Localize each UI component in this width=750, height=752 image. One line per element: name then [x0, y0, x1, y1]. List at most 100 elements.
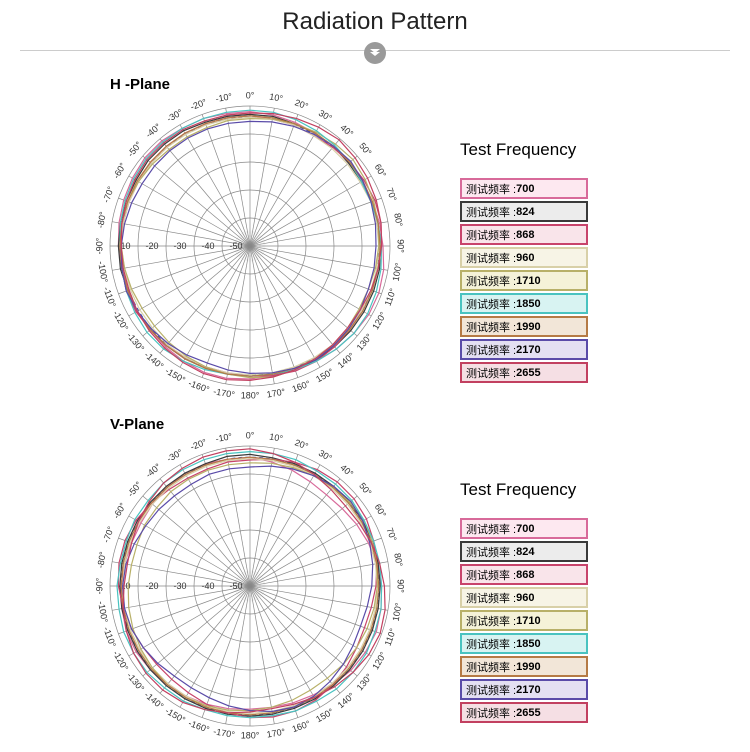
legend-item-prefix: 测试频率 : — [466, 296, 516, 312]
svg-text:30°: 30° — [317, 108, 334, 124]
svg-text:-150°: -150° — [163, 706, 187, 726]
svg-text:-110°: -110° — [101, 286, 118, 309]
svg-text:-30°: -30° — [165, 107, 185, 124]
svg-text:0°: 0° — [246, 90, 255, 100]
svg-text:130°: 130° — [355, 671, 375, 692]
legend-item-prefix: 测试频率 : — [466, 250, 516, 266]
svg-text:-90°: -90° — [94, 577, 104, 594]
legend-item-value: 700 — [516, 523, 534, 535]
legend-item: 测试频率 : 2170 — [460, 679, 588, 700]
svg-text:-50: -50 — [229, 241, 242, 251]
svg-text:90°: 90° — [396, 239, 406, 253]
svg-text:20°: 20° — [293, 97, 310, 111]
polar-chart: 0°10°20°30°40°50°60°70°80°90°100°110°120… — [90, 80, 410, 412]
svg-text:160°: 160° — [291, 718, 312, 734]
legend-item: 测试频率 : 700 — [460, 518, 588, 539]
legend-item-prefix: 测试频率 : — [466, 181, 516, 197]
svg-text:-60°: -60° — [111, 501, 128, 521]
legend-item-prefix: 测试频率 : — [466, 521, 516, 537]
svg-text:-20: -20 — [145, 581, 158, 591]
svg-text:-160°: -160° — [187, 378, 211, 395]
svg-text:-40°: -40° — [144, 461, 163, 480]
legend-item-value: 868 — [516, 569, 534, 581]
legend-item-prefix: 测试频率 : — [466, 227, 516, 243]
svg-text:170°: 170° — [266, 386, 286, 399]
legend-item: 测试频率 : 2170 — [460, 339, 588, 360]
svg-text:110°: 110° — [383, 627, 399, 648]
svg-text:-30: -30 — [173, 581, 186, 591]
legend-item-value: 2170 — [516, 344, 540, 356]
svg-text:60°: 60° — [373, 502, 389, 519]
svg-text:-80°: -80° — [95, 550, 108, 568]
svg-text:10°: 10° — [269, 432, 285, 444]
svg-text:-40°: -40° — [144, 121, 163, 140]
legend-item-value: 700 — [516, 183, 534, 195]
svg-text:-150°: -150° — [163, 366, 187, 386]
legend-item: 测试频率 : 1850 — [460, 633, 588, 654]
legend-item-value: 1850 — [516, 298, 540, 310]
svg-text:40°: 40° — [338, 122, 355, 139]
svg-text:-140°: -140° — [142, 350, 165, 372]
legend-item-prefix: 测试频率 : — [466, 544, 516, 560]
svg-text:80°: 80° — [392, 212, 404, 228]
page-title: Radiation Pattern — [0, 0, 750, 40]
svg-text:40°: 40° — [338, 462, 355, 479]
polar-chart: 0°10°20°30°40°50°60°70°80°90°100°110°120… — [90, 420, 410, 752]
svg-text:-90°: -90° — [94, 237, 104, 254]
legend-item-prefix: 测试频率 : — [466, 567, 516, 583]
svg-text:-140°: -140° — [142, 690, 165, 712]
svg-text:-10°: -10° — [215, 91, 233, 104]
svg-text:30°: 30° — [317, 448, 334, 464]
svg-text:-160°: -160° — [187, 718, 211, 735]
legend-item: 测试频率 : 1990 — [460, 316, 588, 337]
legend-item-value: 960 — [516, 592, 534, 604]
svg-text:100°: 100° — [391, 262, 404, 282]
legend-item-prefix: 测试频率 : — [466, 365, 516, 381]
svg-text:-110°: -110° — [101, 626, 118, 649]
svg-text:-50°: -50° — [125, 139, 144, 158]
svg-text:-20: -20 — [145, 241, 158, 251]
svg-text:-130°: -130° — [125, 331, 147, 354]
legend-item-value: 824 — [516, 546, 534, 558]
legend-item: 测试频率 : 1710 — [460, 270, 588, 291]
svg-text:-40: -40 — [201, 581, 214, 591]
legend-item: 测试频率 : 960 — [460, 247, 588, 268]
svg-text:70°: 70° — [385, 526, 399, 543]
svg-text:90°: 90° — [396, 579, 406, 593]
svg-text:-50: -50 — [229, 581, 242, 591]
svg-text:-30: -30 — [173, 241, 186, 251]
legend-item-value: 2655 — [516, 707, 540, 719]
legend-item-value: 1850 — [516, 638, 540, 650]
legend-item: 测试频率 : 868 — [460, 564, 588, 585]
svg-text:60°: 60° — [373, 162, 389, 179]
svg-text:180°: 180° — [241, 730, 260, 740]
svg-text:180°: 180° — [241, 390, 260, 400]
svg-text:170°: 170° — [266, 726, 286, 739]
svg-text:-20°: -20° — [189, 97, 208, 112]
legend-item-prefix: 测试频率 : — [466, 613, 516, 629]
legend-item: 测试频率 : 1710 — [460, 610, 588, 631]
svg-text:0°: 0° — [246, 430, 255, 440]
legend: 测试频率 : 700测试频率 : 824测试频率 : 868测试频率 : 960… — [460, 518, 588, 725]
svg-text:-70°: -70° — [101, 185, 116, 204]
svg-text:-120°: -120° — [111, 649, 131, 673]
svg-text:-30°: -30° — [165, 447, 185, 464]
legend-item-prefix: 测试频率 : — [466, 204, 516, 220]
svg-text:-10°: -10° — [215, 431, 233, 444]
legend-item-prefix: 测试频率 : — [466, 705, 516, 721]
legend-item: 测试频率 : 824 — [460, 541, 588, 562]
svg-text:-70°: -70° — [101, 525, 116, 544]
legend-item-prefix: 测试频率 : — [466, 590, 516, 606]
svg-text:-80°: -80° — [95, 210, 108, 228]
legend-item-prefix: 测试频率 : — [466, 319, 516, 335]
legend-item-value: 960 — [516, 252, 534, 264]
svg-text:100°: 100° — [391, 602, 404, 622]
chart-block: V-Plane0°10°20°30°40°50°60°70°80°90°100°… — [90, 410, 750, 750]
charts-container: H -Plane0°10°20°30°40°50°60°70°80°90°100… — [0, 70, 750, 750]
svg-text:20°: 20° — [293, 437, 310, 451]
legend-item: 测试频率 : 700 — [460, 178, 588, 199]
svg-text:80°: 80° — [392, 552, 404, 568]
svg-text:-120°: -120° — [111, 309, 131, 333]
legend-title: Test Frequency — [460, 140, 576, 160]
svg-text:50°: 50° — [357, 481, 374, 498]
